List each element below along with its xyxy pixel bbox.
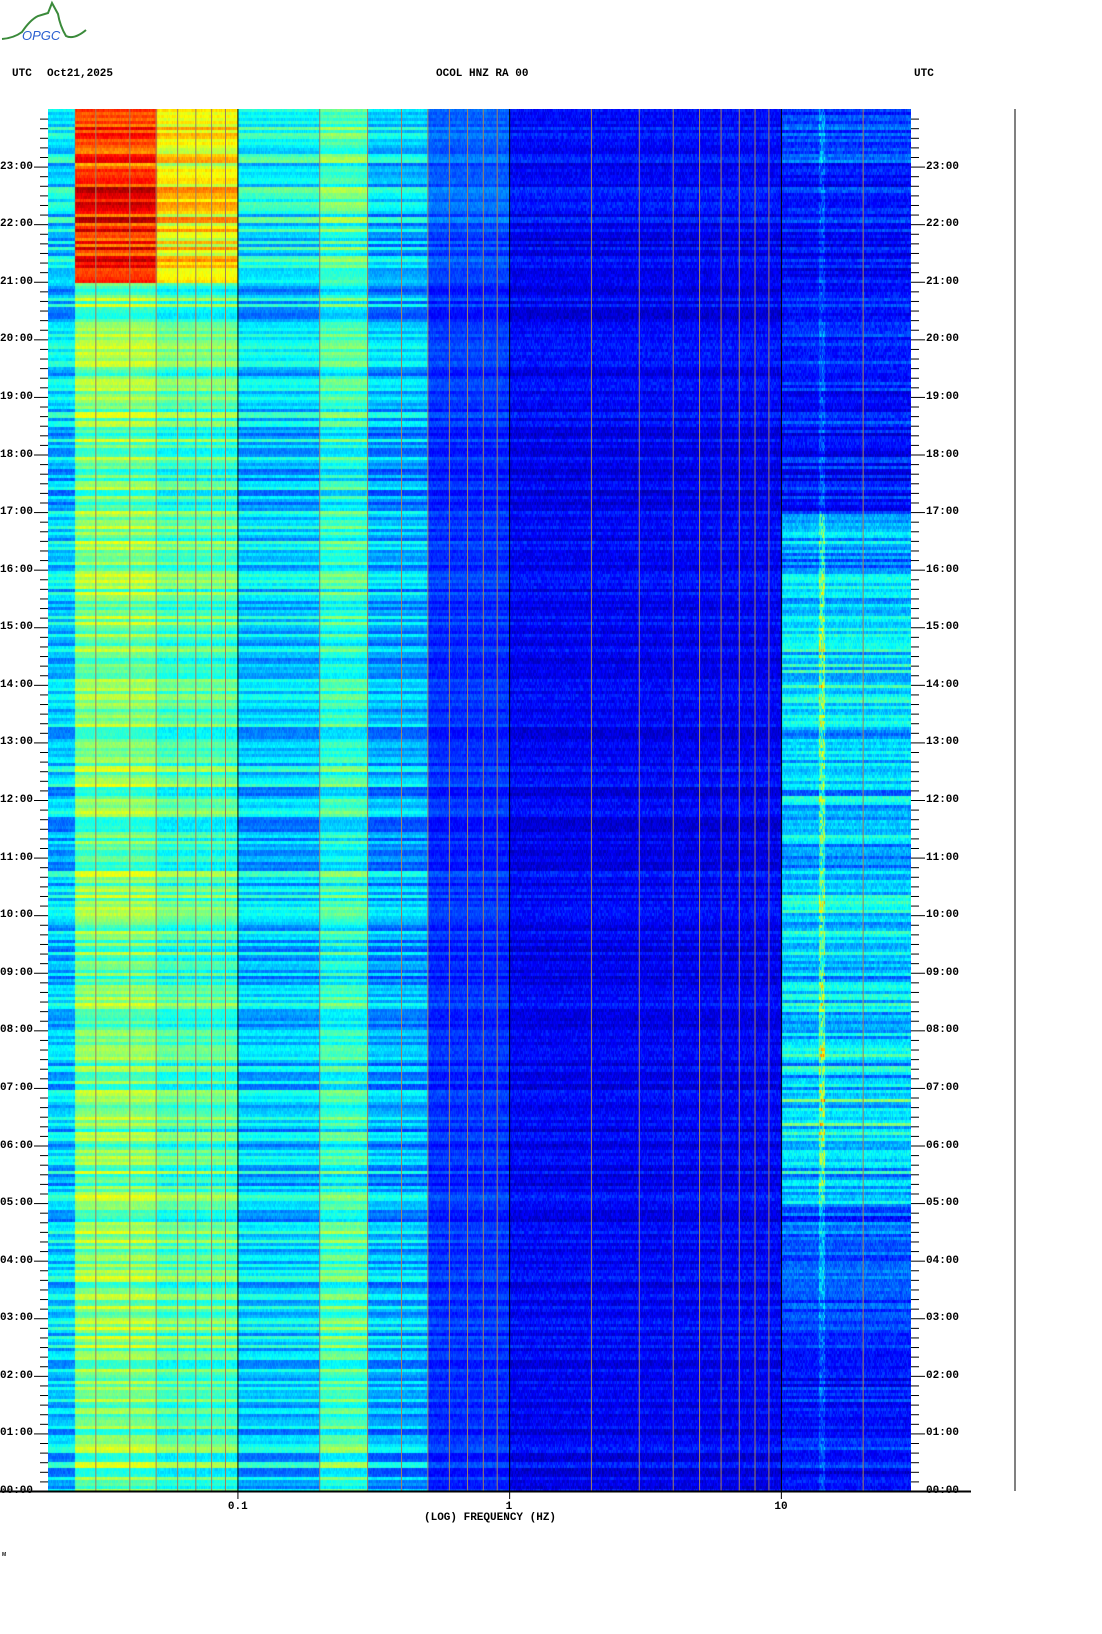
y-tick-label-left: 00:00: [0, 1485, 34, 1497]
y-tick-label-right: 21:00: [926, 275, 960, 288]
y-tick-label-left: 21:00: [0, 275, 34, 288]
left-timezone-label: UTC: [12, 68, 32, 80]
y-tick-label-left: 11:00: [0, 851, 34, 864]
y-tick-label-right: 00:00: [926, 1485, 960, 1497]
y-tick-label-left: 01:00: [0, 1427, 34, 1440]
x-tick-label: 10: [774, 1501, 788, 1513]
y-tick-label-right: 11:00: [926, 851, 960, 864]
y-tick-label-left: 04:00: [0, 1254, 34, 1267]
y-tick-label-right: 09:00: [926, 966, 960, 979]
y-tick-label-left: 22:00: [0, 218, 34, 231]
x-tick-label: 1: [505, 1501, 513, 1513]
y-tick-label-left: 19:00: [0, 390, 34, 403]
y-tick-label-left: 08:00: [0, 1024, 34, 1037]
y-tick-label-left: 20:00: [0, 333, 34, 346]
y-tick-label-left: 15:00: [0, 621, 34, 634]
y-tick-label-left: 14:00: [0, 678, 34, 691]
y-tick-label-right: 15:00: [926, 621, 960, 634]
y-tick-label-right: 10:00: [926, 909, 960, 922]
y-tick-label-right: 12:00: [926, 794, 960, 806]
y-tick-label-left: 12:00: [0, 794, 34, 806]
y-tick-label-right: 20:00: [926, 333, 960, 346]
y-tick-label-right: 22:00: [926, 218, 960, 231]
date-label: Oct21,2025: [47, 68, 114, 80]
y-tick-label-right: 05:00: [926, 1197, 960, 1210]
y-tick-label-right: 06:00: [926, 1139, 960, 1152]
y-tick-label-left: 17:00: [0, 506, 34, 519]
y-tick-label-right: 01:00: [926, 1427, 960, 1440]
y-tick-label-right: 08:00: [926, 1024, 960, 1037]
y-tick-label-right: 04:00: [926, 1254, 960, 1267]
svg-text:OPGC: OPGC: [22, 28, 61, 43]
y-tick-label-left: 03:00: [0, 1312, 34, 1325]
y-tick-label-right: 14:00: [926, 678, 960, 691]
spectrogram-heatmap: [48, 109, 911, 1491]
y-tick-label-right: 02:00: [926, 1369, 960, 1382]
y-tick-label-right: 23:00: [926, 160, 960, 173]
y-tick-label-left: 09:00: [0, 966, 34, 979]
right-timezone-label: UTC: [914, 68, 934, 80]
y-tick-label-right: 13:00: [926, 736, 960, 749]
footer-mark: ᴍ: [2, 1551, 7, 1559]
y-tick-label-left: 13:00: [0, 736, 34, 749]
y-tick-label-right: 19:00: [926, 390, 960, 403]
y-tick-label-left: 23:00: [0, 160, 34, 173]
y-tick-label-right: 16:00: [926, 563, 960, 576]
y-tick-label-left: 16:00: [0, 563, 34, 576]
y-tick-label-left: 18:00: [0, 448, 34, 461]
station-title: OCOL HNZ RA 00: [436, 68, 529, 80]
y-tick-label-left: 07:00: [0, 1081, 34, 1094]
x-axis-label: (LOG) FREQUENCY (HZ): [424, 1512, 557, 1524]
y-tick-label-right: 03:00: [926, 1312, 960, 1325]
y-tick-label-left: 10:00: [0, 909, 34, 922]
y-tick-label-right: 18:00: [926, 448, 960, 461]
y-tick-label-right: 07:00: [926, 1081, 960, 1094]
y-tick-label-right: 17:00: [926, 506, 960, 519]
y-tick-label-left: 05:00: [0, 1197, 34, 1210]
opgc-logo: OPGC: [1, 0, 87, 43]
y-tick-label-left: 02:00: [0, 1369, 34, 1382]
x-tick-label: 0.1: [227, 1501, 248, 1513]
y-tick-label-left: 06:00: [0, 1139, 34, 1152]
